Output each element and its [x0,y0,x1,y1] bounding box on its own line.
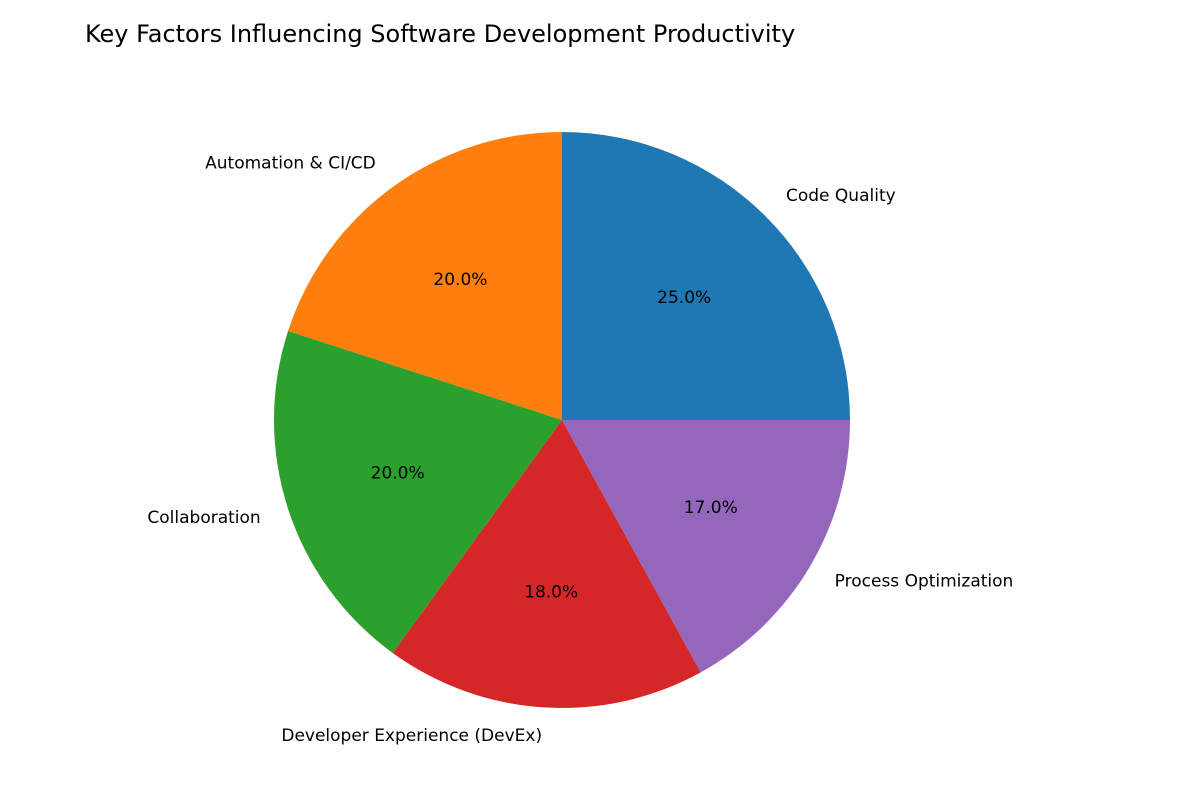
chart-title: Key Factors Influencing Software Develop… [85,20,795,48]
pie-slice [273,331,562,653]
slice-label: Process Optimization [835,571,1014,591]
value-label: 17.0% [684,498,738,518]
value-label: 20.0% [371,463,425,483]
pie-slice [562,420,850,673]
pie-slice [288,132,562,420]
slice-label: Automation & CI/CD [205,154,376,174]
slice-label: Collaboration [147,508,260,528]
slice-label: Code Quality [786,186,896,206]
pie-slice [392,420,701,708]
pie-slice [562,132,850,420]
slice-label: Developer Experience (DevEx) [281,726,542,746]
value-label: 18.0% [524,582,578,602]
value-label: 25.0% [657,288,711,308]
value-label: 20.0% [433,270,487,290]
